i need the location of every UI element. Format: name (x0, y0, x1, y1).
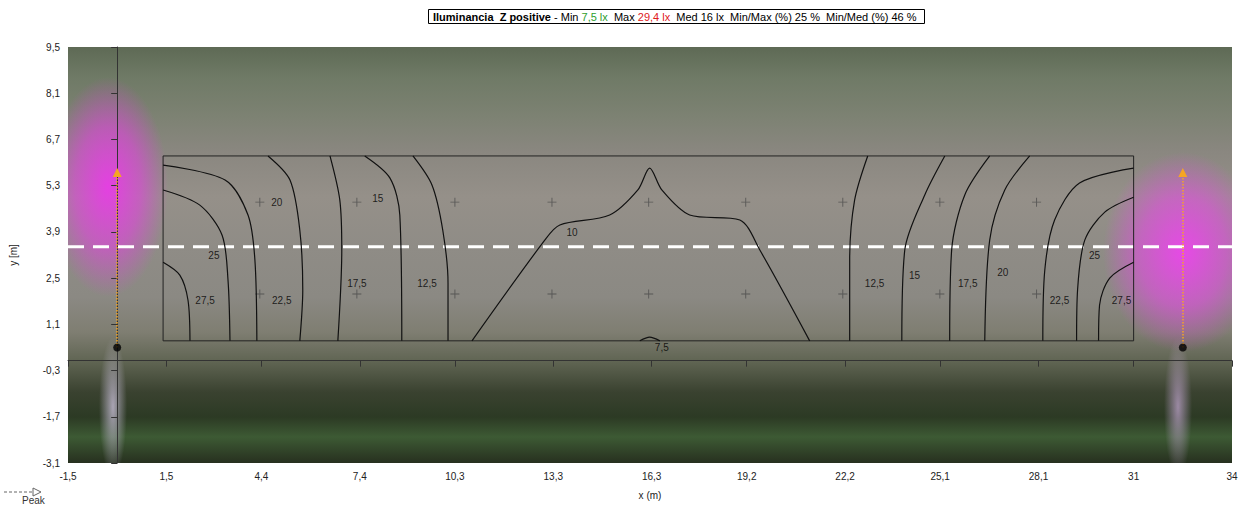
svg-text:7,4: 7,4 (353, 471, 367, 482)
svg-text:25: 25 (208, 250, 220, 261)
svg-text:25,1: 25,1 (930, 471, 950, 482)
svg-text:3,9: 3,9 (46, 226, 60, 237)
svg-text:-3,1: -3,1 (43, 458, 61, 469)
svg-text:25: 25 (1089, 250, 1101, 261)
svg-text:34: 34 (1226, 471, 1238, 482)
svg-text:27,5: 27,5 (1112, 295, 1132, 306)
svg-text:22,5: 22,5 (1050, 295, 1070, 306)
svg-text:22,5: 22,5 (272, 295, 292, 306)
svg-text:19,2: 19,2 (737, 471, 757, 482)
svg-text:Peak: Peak (22, 495, 46, 506)
svg-text:-1,5: -1,5 (59, 471, 77, 482)
svg-text:Med 16 lx Min/Max (%) 25 % M: Med 16 lx Min/Max (%) 25 % Min/Med (%) 4… (670, 11, 919, 23)
svg-text:27,5: 27,5 (195, 295, 215, 306)
svg-text:10,3: 10,3 (445, 471, 465, 482)
svg-text:Max: Max (608, 11, 638, 23)
svg-text:17,5: 17,5 (347, 278, 367, 289)
svg-text:28,1: 28,1 (1029, 471, 1049, 482)
svg-text:15: 15 (372, 193, 384, 204)
svg-text:5,3: 5,3 (46, 180, 60, 191)
svg-text:7,5 lx: 7,5 lx (582, 11, 609, 23)
svg-text:8,1: 8,1 (46, 88, 60, 99)
svg-text:7,5: 7,5 (655, 342, 669, 353)
svg-text:17,5: 17,5 (958, 278, 978, 289)
svg-text:1,1: 1,1 (46, 319, 60, 330)
svg-text:15: 15 (909, 270, 921, 281)
svg-text:20: 20 (271, 197, 283, 208)
svg-text:1,5: 1,5 (159, 471, 173, 482)
svg-text:2,5: 2,5 (46, 273, 60, 284)
svg-text:29,4 lx: 29,4 lx (638, 11, 671, 23)
svg-text:x (m): x (m) (639, 490, 662, 501)
svg-text:12,5: 12,5 (865, 278, 885, 289)
svg-text:y [m]: y [m] (8, 244, 19, 266)
svg-text:22,2: 22,2 (835, 471, 855, 482)
svg-text:6,7: 6,7 (46, 134, 60, 145)
svg-text:-1,7: -1,7 (43, 411, 61, 422)
svg-text:12,5: 12,5 (417, 278, 437, 289)
svg-text:- Min: - Min (551, 11, 582, 23)
svg-text:31: 31 (1128, 471, 1140, 482)
svg-text:4,4: 4,4 (255, 471, 269, 482)
svg-text:13,3: 13,3 (544, 471, 564, 482)
svg-text:Iluminancia Z positive: Iluminancia Z positive (433, 11, 551, 23)
svg-text:16,3: 16,3 (642, 471, 662, 482)
svg-text:20: 20 (997, 267, 1009, 278)
svg-text:9,5: 9,5 (46, 42, 60, 53)
svg-text:10: 10 (566, 227, 578, 238)
svg-text:-0,3: -0,3 (43, 365, 61, 376)
